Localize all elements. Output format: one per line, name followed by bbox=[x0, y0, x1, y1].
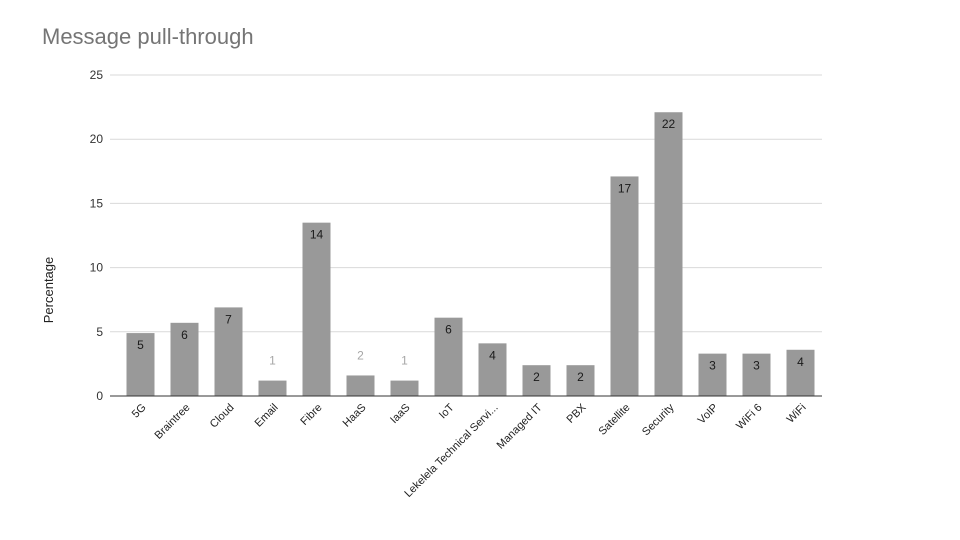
x-tick-label: Braintree bbox=[153, 402, 193, 442]
data-label: 7 bbox=[225, 312, 232, 326]
y-tick-label: 0 bbox=[96, 389, 103, 403]
x-tick-label: Email bbox=[253, 402, 281, 430]
y-tick-label: 25 bbox=[90, 68, 104, 82]
y-tick-label: 20 bbox=[90, 132, 104, 146]
y-tick-label: 10 bbox=[90, 261, 104, 275]
x-tick-label: HaaS bbox=[341, 402, 369, 430]
y-axis-label: Percentage bbox=[41, 257, 56, 324]
bar bbox=[170, 322, 199, 396]
bar bbox=[258, 380, 287, 396]
x-tick-label: Managed IT bbox=[495, 401, 545, 451]
bar bbox=[478, 343, 507, 396]
data-label: 4 bbox=[489, 348, 496, 362]
y-tick-label: 5 bbox=[96, 325, 103, 339]
bar bbox=[610, 176, 639, 396]
data-label: 3 bbox=[753, 359, 760, 373]
data-label: 1 bbox=[269, 354, 276, 368]
data-label: 2 bbox=[533, 370, 540, 384]
x-tick-label: WiFi 6 bbox=[734, 402, 765, 433]
x-tick-label: 5G bbox=[130, 402, 149, 421]
chart-title: Message pull-through bbox=[42, 24, 254, 49]
x-tick-label: Cloud bbox=[208, 402, 237, 431]
gridlines bbox=[110, 74, 822, 333]
bar bbox=[566, 365, 595, 396]
x-tick-label: PBX bbox=[565, 401, 590, 426]
data-label: 4 bbox=[797, 355, 804, 369]
data-label: 3 bbox=[709, 359, 716, 373]
bar bbox=[346, 375, 375, 396]
bar bbox=[390, 380, 419, 396]
x-tick-label: VoIP bbox=[696, 402, 721, 427]
x-tick-label: IoT bbox=[437, 401, 457, 421]
data-label: 5 bbox=[137, 338, 144, 352]
bar bbox=[654, 112, 683, 397]
data-label: 14 bbox=[310, 228, 324, 242]
bar bbox=[522, 365, 551, 396]
x-tick-label: Fibre bbox=[298, 402, 324, 428]
bar bbox=[786, 349, 815, 396]
bars bbox=[126, 112, 815, 397]
x-axis-labels: 5G Braintree Cloud Email Fibre HaaS IaaS IoTLek… bbox=[130, 401, 809, 500]
data-label: 6 bbox=[181, 328, 188, 342]
data-label: 2 bbox=[577, 370, 584, 384]
bar bbox=[214, 307, 243, 396]
y-axis-ticks: 0 5 10 15 20 25 bbox=[90, 68, 104, 403]
bar bbox=[434, 317, 463, 396]
data-label: 17 bbox=[618, 181, 632, 195]
x-tick-label: Lekelela Technical Servi... bbox=[402, 402, 500, 500]
data-label: 1 bbox=[401, 354, 408, 368]
x-tick-label: Satellite bbox=[596, 402, 632, 438]
bar bbox=[742, 353, 771, 396]
bar bbox=[698, 353, 727, 396]
x-tick-label: IaaS bbox=[388, 402, 412, 426]
data-label: 2 bbox=[357, 348, 364, 362]
bar bbox=[126, 333, 155, 396]
x-tick-label: WiFi bbox=[785, 402, 809, 426]
y-tick-label: 15 bbox=[90, 196, 104, 210]
x-tick-label: Security bbox=[640, 401, 677, 438]
data-label: 6 bbox=[445, 323, 452, 337]
bar bbox=[302, 222, 331, 396]
data-label: 22 bbox=[662, 117, 676, 131]
